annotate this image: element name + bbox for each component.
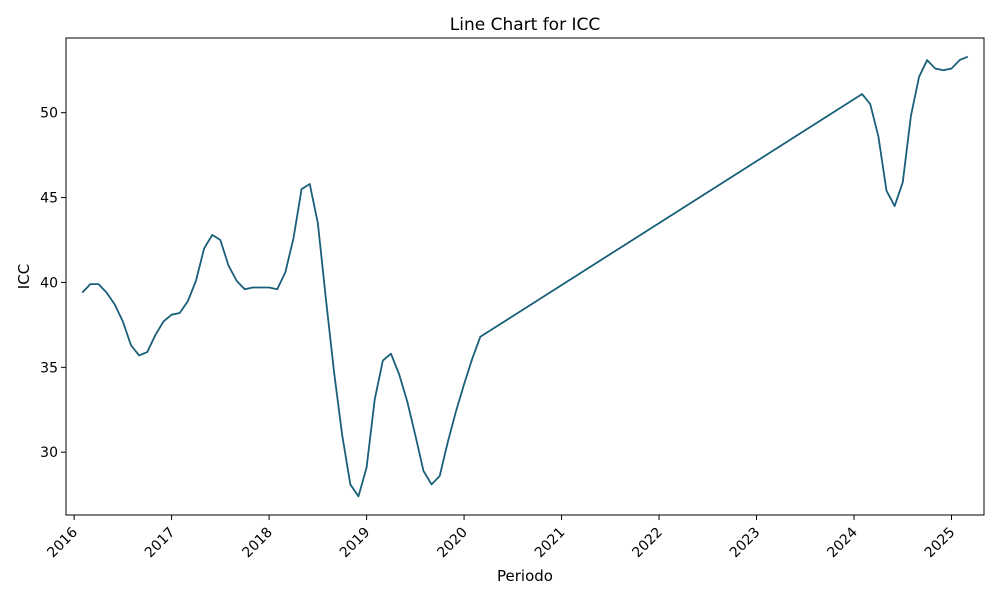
plot-area: 2016 2017 2018 2019 2020 2021 2022 2023 2024 2025…	[40, 37, 985, 562]
x-tick-label: 2025	[922, 525, 959, 562]
y-tick-label: 45	[40, 191, 58, 207]
x-tick-label: 2016	[44, 524, 81, 561]
x-tick-label: 2024	[824, 524, 861, 561]
y-tick-label: 30	[40, 445, 58, 461]
x-tick-label: 2023	[727, 525, 764, 562]
x-axis-label: Periodo	[497, 567, 553, 585]
plot-frame	[65, 37, 985, 516]
y-axis-label: ICC	[15, 264, 33, 289]
x-tick-label: 2019	[337, 525, 374, 562]
x-tick-label: 2017	[142, 525, 179, 562]
x-tick-label: 2018	[239, 525, 276, 562]
series-line	[81, 55, 969, 498]
y-tick-label: 50	[40, 106, 58, 122]
x-tick-label: 2022	[629, 525, 666, 562]
y-tick-label: 40	[40, 275, 58, 291]
y-tick-label: 35	[40, 360, 58, 376]
x-tick-label: 2020	[434, 525, 471, 562]
x-tick-label: 2021	[532, 525, 569, 562]
chart-title: Line Chart for ICC	[450, 15, 601, 35]
